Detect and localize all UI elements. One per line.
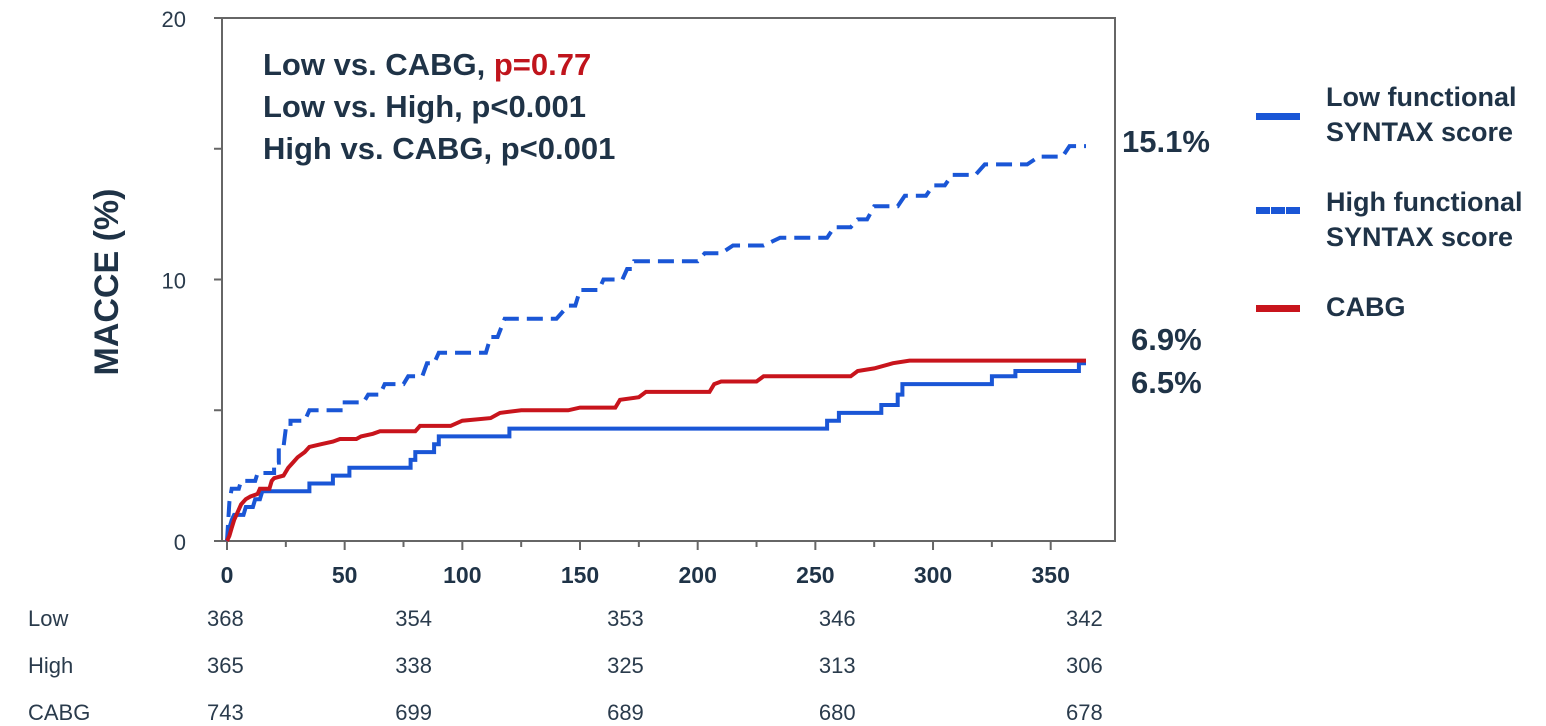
y-tick-label: 10 [162, 269, 186, 294]
legend-swatch-cabg [1256, 305, 1300, 312]
at-risk-cell: 689 [607, 700, 644, 725]
legend-label-cabg: CABG [1326, 292, 1406, 322]
at-risk-cell: 743 [207, 700, 244, 725]
at-risk-cell: 353 [607, 606, 644, 631]
at-risk-cell: 680 [818, 700, 856, 725]
legend-swatch-low [1256, 113, 1300, 120]
legend-label-high: High functional SYNTAX score [1326, 187, 1523, 252]
end-label-low: 6.5% [1131, 365, 1202, 400]
x-tick-label: 150 [561, 562, 599, 588]
series-line-high [225, 144, 1086, 542]
at-risk-cell: 354 [395, 606, 432, 631]
at-risk-cell: 346 [818, 606, 856, 631]
x-tick-label: 300 [914, 562, 952, 588]
pvalue-highlight: p=0.77 [493, 47, 592, 82]
x-tick-label: 200 [678, 562, 716, 588]
at-risk-cell: 313 [818, 653, 856, 678]
end-label-high: 15.1% [1122, 124, 1210, 159]
at-risk-cell: 699 [395, 700, 432, 725]
x-tick-label: 0 [221, 562, 234, 588]
y-tick-label: 20 [162, 7, 186, 32]
x-tick-label: 350 [1032, 562, 1070, 588]
legend-label-low: Low functional SYNTAX score [1326, 82, 1517, 147]
at-risk-row-label: High [28, 653, 74, 678]
at-risk-cell: 325 [607, 653, 644, 678]
x-tick-label: 50 [332, 562, 358, 588]
pvalue-line-1: Low vs. CABG, p=0.77 [263, 47, 592, 82]
at-risk-cell: 342 [1066, 606, 1103, 631]
x-tick-label: 250 [796, 562, 834, 588]
series-line-cabg [225, 358, 1086, 542]
y-axis-label: MACCE (%) [88, 189, 126, 376]
end-label-cabg: 6.9% [1131, 322, 1202, 357]
legend-swatch-high [1256, 207, 1300, 214]
pvalue-line-2: Low vs. High, p<0.001 [263, 89, 587, 124]
at-risk-cell: 678 [1066, 700, 1103, 725]
y-tick-label: 0 [174, 530, 186, 555]
pvalue-annotations: Low vs. CABG, p=0.77 Low vs. High, p<0.0… [263, 44, 615, 170]
at-risk-row-label: CABG [28, 700, 91, 725]
x-tick-label: 100 [443, 562, 481, 588]
series-line-low [225, 361, 1086, 542]
at-risk-cell: 338 [395, 653, 432, 678]
at-risk-cell: 368 [207, 606, 244, 631]
pvalue-line-3: High vs. CABG, p<0.001 [263, 131, 616, 166]
at-risk-cell: 306 [1066, 653, 1103, 678]
at-risk-row-label: Low [28, 606, 69, 631]
at-risk-cell: 365 [207, 653, 244, 678]
